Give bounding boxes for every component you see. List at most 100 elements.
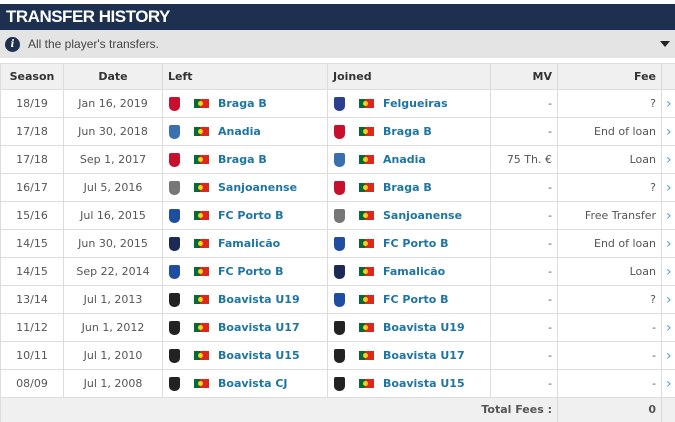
fee: Loan	[558, 258, 662, 286]
club-crest-icon	[334, 97, 345, 111]
chevron-right-icon[interactable]: ›	[662, 146, 675, 174]
club-crest-icon	[334, 265, 345, 279]
info-bar[interactable]: i All the player's transfers.	[0, 30, 675, 58]
date: Sep 22, 2014	[64, 258, 163, 286]
chevron-right-icon[interactable]: ›	[662, 342, 675, 370]
date: Sep 1, 2017	[64, 146, 163, 174]
season: 08/09	[1, 370, 64, 398]
left-club-cell: FC Porto B	[163, 258, 328, 286]
joined-club-link[interactable]: FC Porto B	[383, 293, 449, 306]
market-value: -	[491, 314, 558, 342]
chevron-right-icon[interactable]: ›	[662, 314, 675, 342]
header-left: Left	[163, 64, 328, 90]
season: 17/18	[1, 146, 64, 174]
total-fees-value: 0	[558, 398, 662, 422]
info-text: All the player's transfers.	[28, 30, 159, 58]
date: Jul 1, 2008	[64, 370, 163, 398]
club-crest-icon	[169, 293, 180, 307]
fee: End of loan	[558, 118, 662, 146]
left-club-cell: Famalicão	[163, 230, 328, 258]
date: Jun 30, 2018	[64, 118, 163, 146]
club-crest-icon	[169, 181, 180, 195]
chevron-right-icon[interactable]: ›	[662, 202, 675, 230]
left-club-cell: FC Porto B	[163, 202, 328, 230]
chevron-right-icon[interactable]: ›	[662, 370, 675, 398]
market-value: -	[491, 118, 558, 146]
transfer-table: Season Date Left Joined MV Fee 18/19 Jan…	[0, 63, 675, 422]
header-joined: Joined	[328, 64, 491, 90]
club-crest-icon	[334, 181, 345, 195]
left-club-cell: Sanjoanense	[163, 174, 328, 202]
left-club-link[interactable]: Braga B	[218, 153, 267, 166]
chevron-right-icon[interactable]: ›	[662, 174, 675, 202]
season: 11/12	[1, 314, 64, 342]
season: 13/14	[1, 286, 64, 314]
left-club-link[interactable]: FC Porto B	[218, 265, 284, 278]
total-fees-label: Total Fees :	[1, 398, 558, 422]
joined-club-link[interactable]: Boavista U15	[383, 377, 465, 390]
fee: End of loan	[558, 230, 662, 258]
fee: ?	[558, 90, 662, 118]
left-club-link[interactable]: Boavista CJ	[218, 377, 288, 390]
joined-club-link[interactable]: Braga B	[383, 181, 432, 194]
market-value: -	[491, 370, 558, 398]
left-club-link[interactable]: Famalicão	[218, 237, 280, 250]
left-club-link[interactable]: Boavista U17	[218, 321, 300, 334]
caret-down-icon[interactable]	[660, 41, 670, 47]
market-value: 75 Th. €	[491, 146, 558, 174]
left-club-link[interactable]: FC Porto B	[218, 209, 284, 222]
left-club-link[interactable]: Boavista U15	[218, 349, 300, 362]
club-crest-icon	[334, 321, 345, 335]
club-crest-icon	[169, 125, 180, 139]
season: 15/16	[1, 202, 64, 230]
portugal-flag-icon	[194, 127, 209, 136]
portugal-flag-icon	[194, 351, 209, 360]
chevron-right-icon[interactable]: ›	[662, 90, 675, 118]
fee: -	[558, 314, 662, 342]
club-crest-icon	[169, 321, 180, 335]
portugal-flag-icon	[359, 127, 374, 136]
header-fee: Fee	[558, 64, 662, 90]
joined-club-cell: Braga B	[328, 174, 491, 202]
left-club-link[interactable]: Braga B	[218, 97, 267, 110]
fee: ?	[558, 286, 662, 314]
left-club-link[interactable]: Boavista U19	[218, 293, 300, 306]
market-value: -	[491, 286, 558, 314]
portugal-flag-icon	[194, 99, 209, 108]
joined-club-link[interactable]: FC Porto B	[383, 237, 449, 250]
club-crest-icon	[169, 209, 180, 223]
portugal-flag-icon	[194, 267, 209, 276]
joined-club-cell: Sanjoanense	[328, 202, 491, 230]
portugal-flag-icon	[194, 155, 209, 164]
chevron-right-icon[interactable]: ›	[662, 286, 675, 314]
portugal-flag-icon	[194, 295, 209, 304]
market-value: -	[491, 202, 558, 230]
joined-club-link[interactable]: Anadia	[383, 153, 426, 166]
portugal-flag-icon	[194, 239, 209, 248]
joined-club-link[interactable]: Boavista U17	[383, 349, 465, 362]
club-crest-icon	[334, 377, 345, 391]
chevron-right-icon[interactable]: ›	[662, 258, 675, 286]
club-crest-icon	[169, 97, 180, 111]
left-club-cell: Braga B	[163, 146, 328, 174]
joined-club-link[interactable]: Boavista U19	[383, 321, 465, 334]
chevron-right-icon[interactable]: ›	[662, 118, 675, 146]
portugal-flag-icon	[359, 267, 374, 276]
chevron-right-icon[interactable]: ›	[662, 230, 675, 258]
left-club-link[interactable]: Anadia	[218, 125, 261, 138]
total-row: Total Fees :0	[1, 398, 675, 422]
joined-club-link[interactable]: Braga B	[383, 125, 432, 138]
portugal-flag-icon	[194, 379, 209, 388]
joined-club-link[interactable]: Sanjoanense	[383, 209, 462, 222]
club-crest-icon	[334, 209, 345, 223]
joined-club-link[interactable]: Famalicão	[383, 265, 445, 278]
season: 14/15	[1, 230, 64, 258]
left-club-link[interactable]: Sanjoanense	[218, 181, 297, 194]
info-icon: i	[5, 37, 20, 52]
joined-club-link[interactable]: Felgueiras	[383, 97, 448, 110]
portugal-flag-icon	[359, 155, 374, 164]
